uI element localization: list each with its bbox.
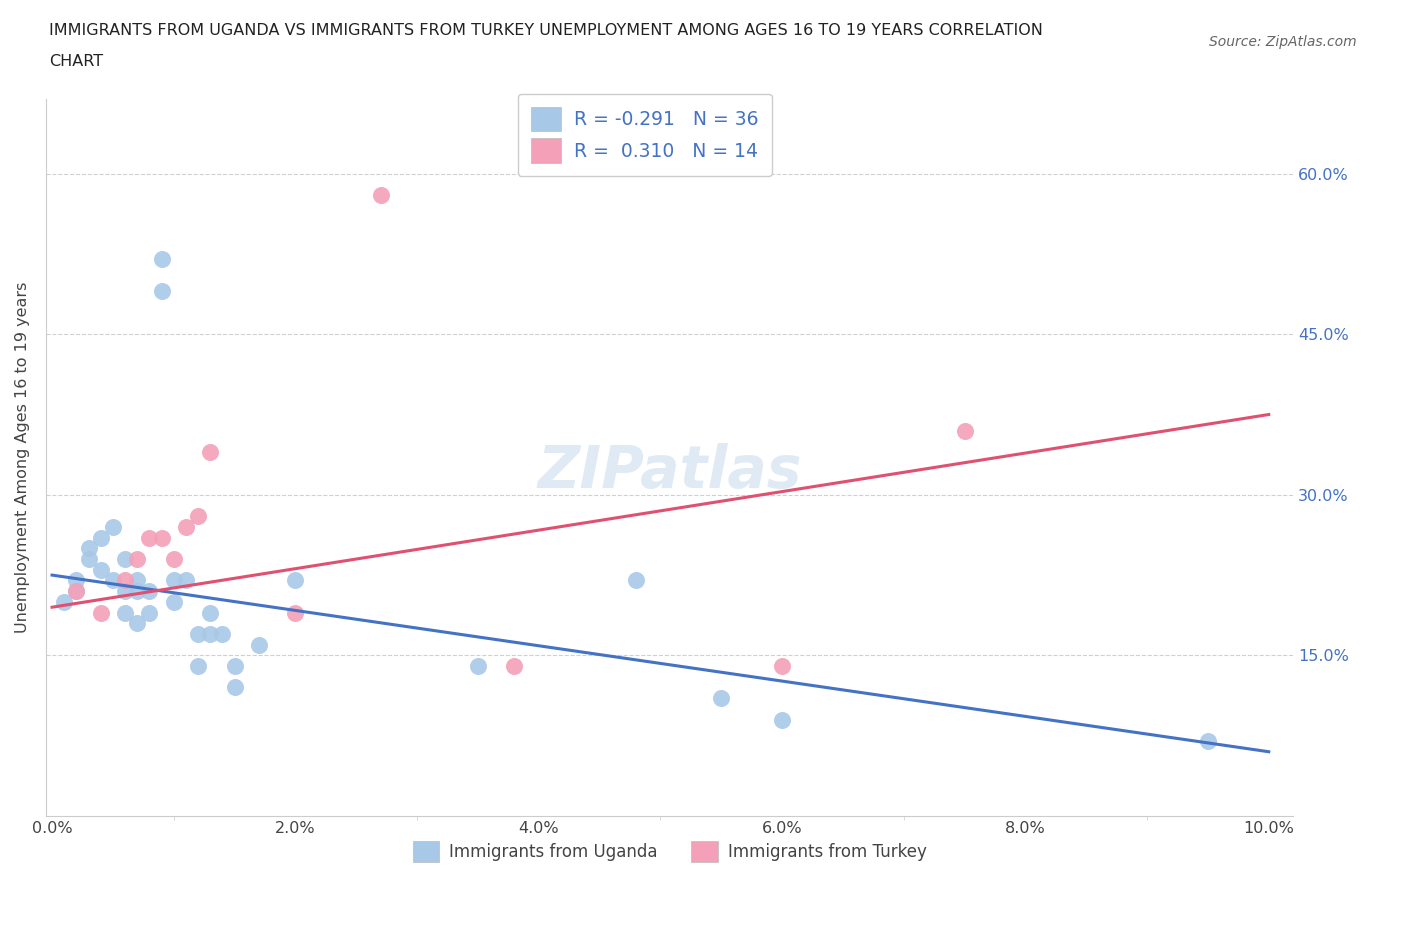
Text: CHART: CHART	[49, 54, 103, 69]
Point	[150, 252, 173, 267]
Point	[163, 573, 186, 588]
Point	[65, 584, 87, 599]
Point	[114, 584, 136, 599]
Point	[284, 605, 307, 620]
Point	[224, 680, 246, 695]
Point	[467, 658, 489, 673]
Point	[101, 520, 124, 535]
Point	[187, 509, 209, 524]
Point	[163, 551, 186, 566]
Point	[163, 594, 186, 609]
Text: Source: ZipAtlas.com: Source: ZipAtlas.com	[1209, 35, 1357, 49]
Point	[200, 627, 222, 642]
Y-axis label: Unemployment Among Ages 16 to 19 years: Unemployment Among Ages 16 to 19 years	[15, 282, 30, 633]
Point	[200, 445, 222, 459]
Point	[65, 573, 87, 588]
Point	[1197, 734, 1219, 749]
Point	[114, 551, 136, 566]
Point	[150, 530, 173, 545]
Point	[138, 584, 160, 599]
Point	[114, 573, 136, 588]
Point	[211, 627, 233, 642]
Point	[77, 551, 100, 566]
Text: IMMIGRANTS FROM UGANDA VS IMMIGRANTS FROM TURKEY UNEMPLOYMENT AMONG AGES 16 TO 1: IMMIGRANTS FROM UGANDA VS IMMIGRANTS FRO…	[49, 23, 1043, 38]
Point	[77, 541, 100, 556]
Point	[284, 573, 307, 588]
Point	[503, 658, 526, 673]
Point	[710, 691, 733, 706]
Point	[187, 627, 209, 642]
Legend: Immigrants from Uganda, Immigrants from Turkey: Immigrants from Uganda, Immigrants from …	[406, 834, 934, 869]
Point	[90, 563, 112, 578]
Text: ZIPatlas: ZIPatlas	[537, 444, 801, 500]
Point	[127, 573, 149, 588]
Point	[247, 637, 270, 652]
Point	[90, 530, 112, 545]
Point	[127, 584, 149, 599]
Point	[138, 605, 160, 620]
Point	[200, 605, 222, 620]
Point	[53, 594, 76, 609]
Point	[90, 605, 112, 620]
Point	[101, 573, 124, 588]
Point	[174, 573, 197, 588]
Point	[770, 658, 793, 673]
Point	[187, 658, 209, 673]
Point	[138, 530, 160, 545]
Point	[624, 573, 647, 588]
Point	[370, 188, 392, 203]
Point	[224, 658, 246, 673]
Point	[150, 284, 173, 299]
Point	[127, 616, 149, 631]
Point	[953, 423, 976, 438]
Point	[174, 520, 197, 535]
Point	[114, 605, 136, 620]
Point	[127, 551, 149, 566]
Point	[770, 712, 793, 727]
Point	[65, 584, 87, 599]
